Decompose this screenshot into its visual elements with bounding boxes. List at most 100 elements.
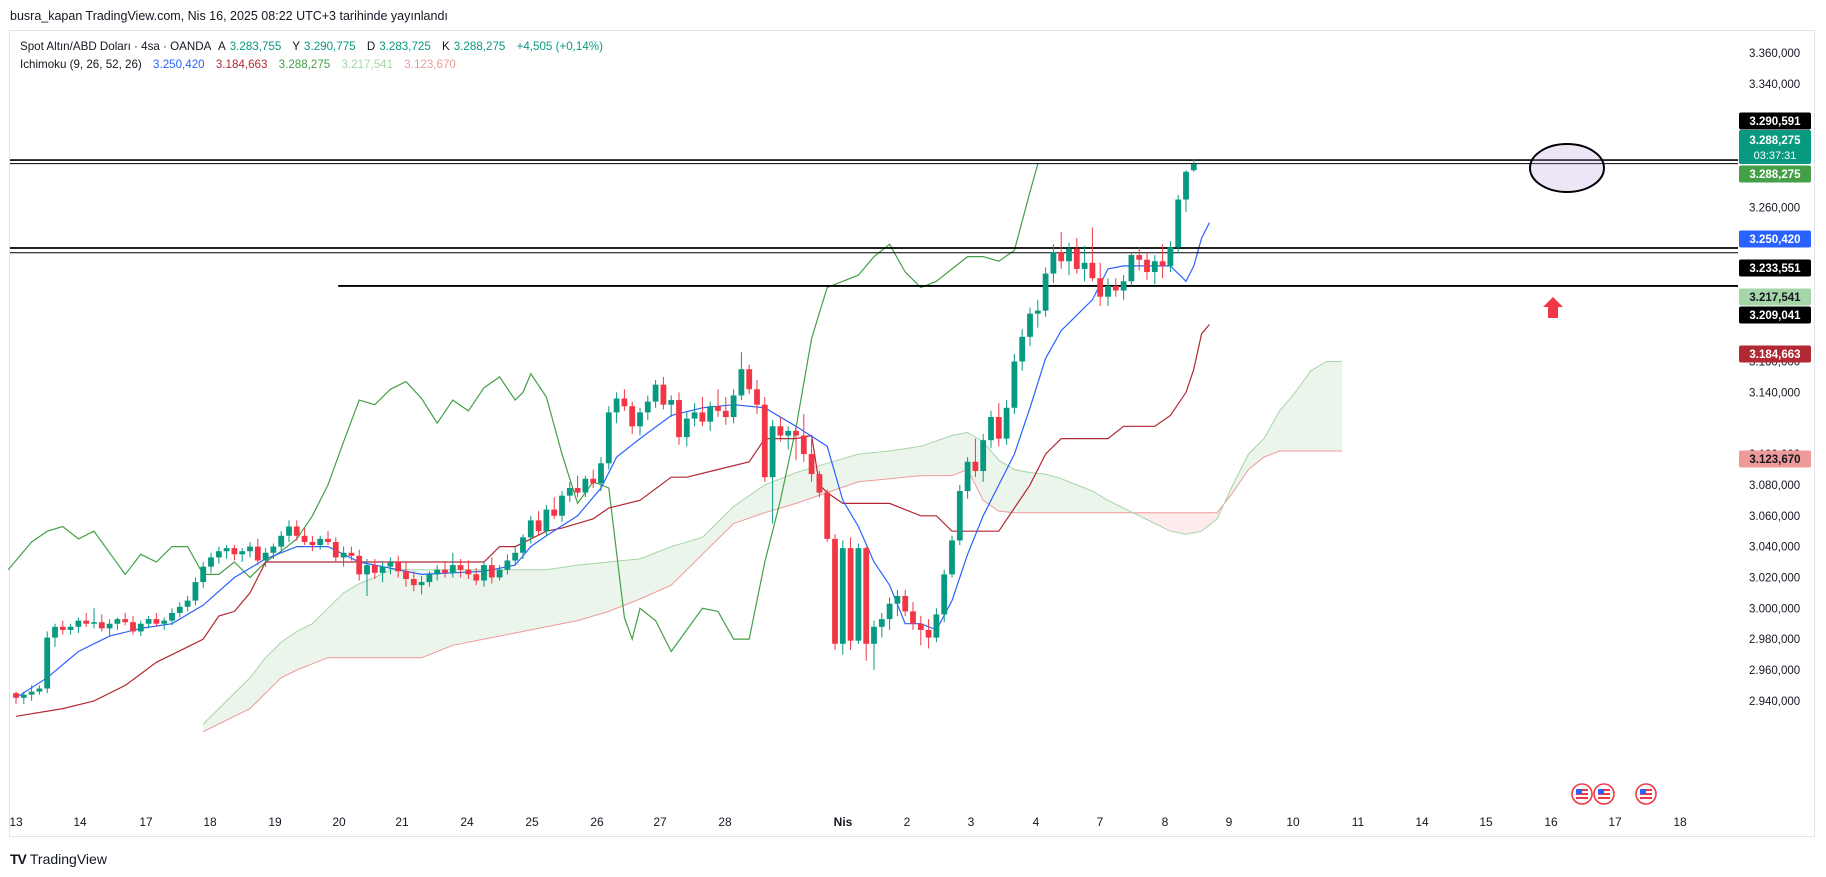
candle	[754, 380, 760, 414]
candle	[988, 410, 994, 448]
candle-body	[1183, 171, 1189, 200]
candle	[270, 543, 277, 559]
candle-body	[106, 623, 113, 629]
candle	[527, 515, 534, 544]
candle-body	[839, 548, 846, 644]
price-scale-labels: 3.290,591 3.288,275 03:37:31 3.288,275 3.250…	[1739, 112, 1811, 468]
candle	[824, 489, 831, 542]
price-label: 3.233,551	[1739, 259, 1811, 277]
chikou-value: 3.288,275	[278, 58, 331, 71]
candle-body	[637, 412, 643, 427]
candle-body	[871, 626, 877, 644]
candle-body	[746, 369, 753, 390]
candle	[1011, 353, 1018, 414]
candle-body	[36, 688, 43, 692]
candles	[13, 159, 1197, 704]
candle-body	[145, 619, 152, 624]
price-label-text: 3.123,670	[1749, 454, 1800, 466]
candle-body	[332, 541, 339, 558]
x-tick-label: Nis	[834, 815, 853, 829]
tradingview-logo-icon: TV	[10, 851, 27, 867]
candle	[941, 569, 948, 623]
candle	[379, 562, 386, 583]
candle	[286, 520, 292, 542]
candle-body	[582, 478, 589, 493]
candle	[410, 571, 417, 592]
candle	[1105, 278, 1111, 306]
candle-body	[683, 418, 690, 438]
candle	[535, 511, 542, 536]
bullish-cloud	[1225, 361, 1342, 503]
candle-body	[1073, 248, 1080, 269]
candle-body	[1167, 247, 1174, 266]
chikou-span-line	[7, 163, 1039, 653]
candle-body	[223, 548, 230, 552]
x-tick-label: 18	[203, 815, 217, 829]
candle-body	[208, 557, 214, 567]
candle	[418, 575, 425, 595]
candle-body	[800, 435, 807, 455]
candle-body	[676, 400, 682, 438]
candle-body	[793, 430, 799, 436]
candle	[1003, 400, 1010, 445]
candle	[590, 469, 597, 488]
candle-body	[340, 552, 347, 558]
candle	[465, 560, 472, 579]
price-label: 3.288,275 03:37:31	[1739, 130, 1811, 164]
price-label: 3.250,420	[1739, 230, 1811, 248]
candle	[67, 623, 74, 635]
x-tick-label: 18	[1673, 815, 1687, 829]
candle-body	[91, 622, 97, 624]
bearish-cloud	[1135, 501, 1225, 535]
indicator-legend[interactable]: Ichimoku (9, 26, 52, 26) 3.250,420 3.184…	[20, 58, 460, 71]
candle-body	[715, 406, 721, 411]
candle-body	[886, 603, 893, 620]
candle-body	[660, 384, 667, 405]
y-tick-label: 3.020,000	[1749, 572, 1800, 584]
x-tick-label: 21	[395, 815, 409, 829]
candle	[426, 571, 433, 587]
symbol-name: Spot Altın/ABD Doları · 4sa · OANDA	[20, 40, 212, 53]
candle	[130, 616, 136, 635]
candle-body	[379, 566, 386, 573]
kijun-sen-line	[15, 324, 1210, 717]
candle	[1128, 251, 1135, 286]
candle	[28, 685, 35, 701]
candle-body	[1066, 248, 1072, 262]
candle-body	[371, 565, 378, 573]
candle-body	[231, 548, 238, 555]
candle-body	[254, 546, 261, 561]
candle	[1167, 241, 1174, 273]
candle	[254, 538, 261, 566]
candle	[769, 420, 776, 524]
candle-body	[184, 600, 191, 607]
candle	[200, 562, 207, 589]
candle-body	[520, 537, 526, 553]
candle-body	[114, 619, 121, 624]
tradingview-brand[interactable]: TV TradingView	[10, 851, 107, 867]
candle-body	[153, 619, 160, 624]
candle	[91, 608, 97, 629]
y-tick-label: 3.080,000	[1749, 480, 1800, 492]
price-label-bg	[1739, 112, 1811, 130]
candle	[434, 565, 441, 581]
candle	[153, 612, 160, 627]
candle-body	[1136, 255, 1143, 260]
candle-body	[1151, 261, 1158, 273]
candle-body	[574, 487, 581, 493]
candle	[356, 549, 363, 581]
candle-body	[855, 548, 862, 641]
candle-body	[1112, 285, 1119, 291]
x-tick-label: 13	[9, 815, 23, 829]
candle	[442, 562, 448, 578]
candle	[605, 406, 612, 470]
x-tick-label: 9	[1226, 815, 1233, 829]
candle-body	[410, 578, 417, 586]
symbol-legend[interactable]: Spot Altın/ABD Doları · 4sa · OANDA A 3.2…	[20, 40, 603, 53]
candle-body	[83, 620, 90, 624]
candle	[566, 481, 573, 502]
candle-body	[847, 548, 854, 641]
price-label-bg	[1739, 306, 1811, 324]
bullish-cloud	[203, 432, 1136, 732]
